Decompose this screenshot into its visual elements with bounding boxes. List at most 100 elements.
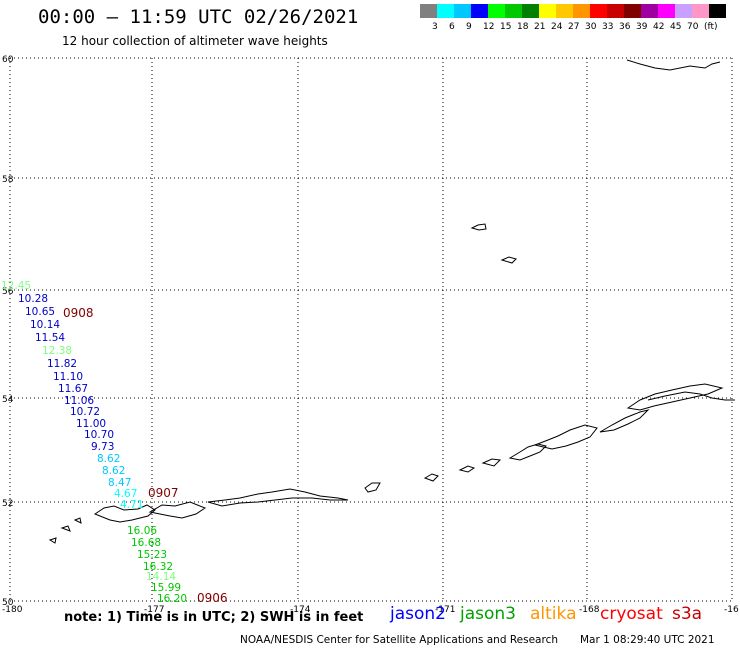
legend-label: 9 bbox=[466, 22, 472, 32]
legend-label: 42 bbox=[653, 22, 665, 32]
legend-swatch bbox=[709, 4, 726, 18]
satellite-name: s3a bbox=[672, 604, 703, 624]
map-title: 00:00 – 11:59 UTC 02/26/2021 bbox=[38, 6, 359, 28]
wave-height-label: 10.65 bbox=[25, 306, 55, 318]
wave-height-label: 11.82 bbox=[47, 358, 77, 370]
legend-label: 15 bbox=[500, 22, 512, 32]
coastline-segment bbox=[599, 409, 650, 433]
wave-height-label: 10.28 bbox=[18, 293, 48, 305]
legend-swatch bbox=[624, 4, 641, 18]
map-subtitle: 12 hour collection of altimeter wave hei… bbox=[62, 34, 328, 48]
legend-swatch bbox=[454, 4, 471, 18]
coastline-segment bbox=[533, 424, 598, 450]
lat-tick-label: 52 bbox=[2, 499, 13, 509]
lat-tick-label: 50 bbox=[2, 598, 14, 608]
coastline-segment bbox=[48, 537, 57, 544]
legend-label: 21 bbox=[534, 22, 546, 32]
wave-height-label: 8.47 bbox=[108, 477, 131, 489]
legend-swatch bbox=[437, 4, 454, 18]
legend-swatch bbox=[420, 4, 437, 18]
wave-height-label: 11.67 bbox=[58, 383, 88, 395]
legend-swatch bbox=[675, 4, 692, 18]
legend-swatch bbox=[505, 4, 522, 18]
axis-tick-labels: -180 -177 -174 -171 -168 -16 60 58 56 54 52 50 bbox=[2, 55, 739, 615]
legend-label: 27 bbox=[568, 22, 580, 32]
lat-lon-grid bbox=[9, 57, 733, 602]
track-time-label: 0907 bbox=[148, 486, 179, 500]
wave-height-label: 15.23 bbox=[137, 549, 167, 561]
wave-height-label: 10.14 bbox=[30, 319, 60, 331]
legend-label: 39 bbox=[636, 22, 648, 32]
lon-tick-label: -168 bbox=[579, 605, 600, 615]
legend-label: (ft) bbox=[704, 22, 718, 32]
legend-label: 24 bbox=[551, 22, 563, 32]
legend-swatch bbox=[573, 4, 590, 18]
wave-height-label: 15.99 bbox=[151, 582, 181, 594]
legend-swatch bbox=[471, 4, 488, 18]
coastline-segment bbox=[207, 488, 349, 507]
legend-label: 45 bbox=[670, 22, 682, 32]
coastline-segment bbox=[470, 223, 487, 231]
wave-height-label: 8.62 bbox=[102, 465, 125, 477]
legend-label: 12 bbox=[483, 22, 495, 32]
lat-tick-label: 54 bbox=[2, 395, 14, 405]
wave-height-label: 11.54 bbox=[35, 332, 65, 344]
wave-height-label: 16.20 bbox=[157, 593, 187, 605]
legend-label: 6 bbox=[449, 22, 455, 32]
legend-swatch bbox=[607, 4, 624, 18]
legend-label: 3 bbox=[432, 22, 438, 32]
lon-tick-label: -16 bbox=[724, 605, 739, 615]
wave-height-label: 14.14 bbox=[146, 571, 176, 583]
lon-tick-label: -171 bbox=[435, 605, 455, 615]
satellite-name: altika bbox=[530, 604, 577, 624]
generated-time: Mar 1 08:29:40 UTC 2021 bbox=[580, 634, 715, 646]
wave-height-label: 4.71 bbox=[120, 499, 143, 511]
coastline-segment bbox=[73, 517, 82, 524]
coastline bbox=[48, 59, 735, 544]
lat-tick-label: 56 bbox=[2, 287, 14, 297]
legend-label: 30 bbox=[585, 22, 597, 32]
lon-tick-label: -177 bbox=[144, 605, 164, 615]
legend-label: 18 bbox=[517, 22, 529, 32]
legend-swatch bbox=[539, 4, 556, 18]
wave-height-observations: 12.4510.2810.6510.1411.5412.3811.8211.10… bbox=[1, 280, 187, 605]
legend-swatch bbox=[590, 4, 607, 18]
wave-height-label: 8.62 bbox=[97, 453, 120, 465]
legend-swatch bbox=[488, 4, 505, 18]
coastline-segment bbox=[364, 482, 381, 493]
legend-label: 36 bbox=[619, 22, 631, 32]
coastline-segment bbox=[626, 383, 724, 411]
lat-tick-label: 58 bbox=[2, 175, 14, 185]
coastline-segment bbox=[458, 465, 476, 473]
legend-swatch bbox=[556, 4, 573, 18]
wave-height-label: 16.32 bbox=[143, 561, 173, 573]
legend-swatch bbox=[692, 4, 709, 18]
satellite-name: cryosat bbox=[600, 604, 663, 624]
wave-height-label: 16.06 bbox=[127, 525, 157, 537]
credit-text: NOAA/NESDIS Center for Satellite Applica… bbox=[240, 634, 558, 646]
track-time-label: 0906 bbox=[197, 591, 228, 605]
wave-height-label: 11.00 bbox=[76, 418, 106, 430]
wave-height-label: 12.38 bbox=[42, 345, 72, 357]
coastline-segment bbox=[93, 504, 156, 523]
footer-note: note: 1) Time is in UTC; 2) SWH is in fe… bbox=[64, 610, 364, 625]
coastline-segment bbox=[148, 501, 207, 519]
wave-height-label: 10.70 bbox=[84, 429, 114, 441]
wave-height-label: 12.45 bbox=[1, 280, 31, 292]
satellite-name: jason3 bbox=[460, 604, 516, 624]
wave-height-label: 16.68 bbox=[131, 537, 161, 549]
legend-swatch bbox=[522, 4, 539, 18]
legend-label: 33 bbox=[602, 22, 614, 32]
wave-height-label: 11.10 bbox=[53, 371, 83, 383]
coastline-segment bbox=[626, 59, 721, 71]
coastline-segment bbox=[481, 458, 502, 467]
wave-height-label: 4.67 bbox=[114, 488, 137, 500]
track-time-labels: 0908 0907 0906 bbox=[63, 306, 228, 605]
wave-height-label: 11.06 bbox=[64, 395, 94, 407]
legend-swatch bbox=[658, 4, 675, 18]
lon-tick-label: -180 bbox=[2, 605, 23, 615]
coastline-segment bbox=[60, 525, 71, 532]
coastline-segment bbox=[647, 391, 735, 401]
track-time-label: 0908 bbox=[63, 306, 94, 320]
